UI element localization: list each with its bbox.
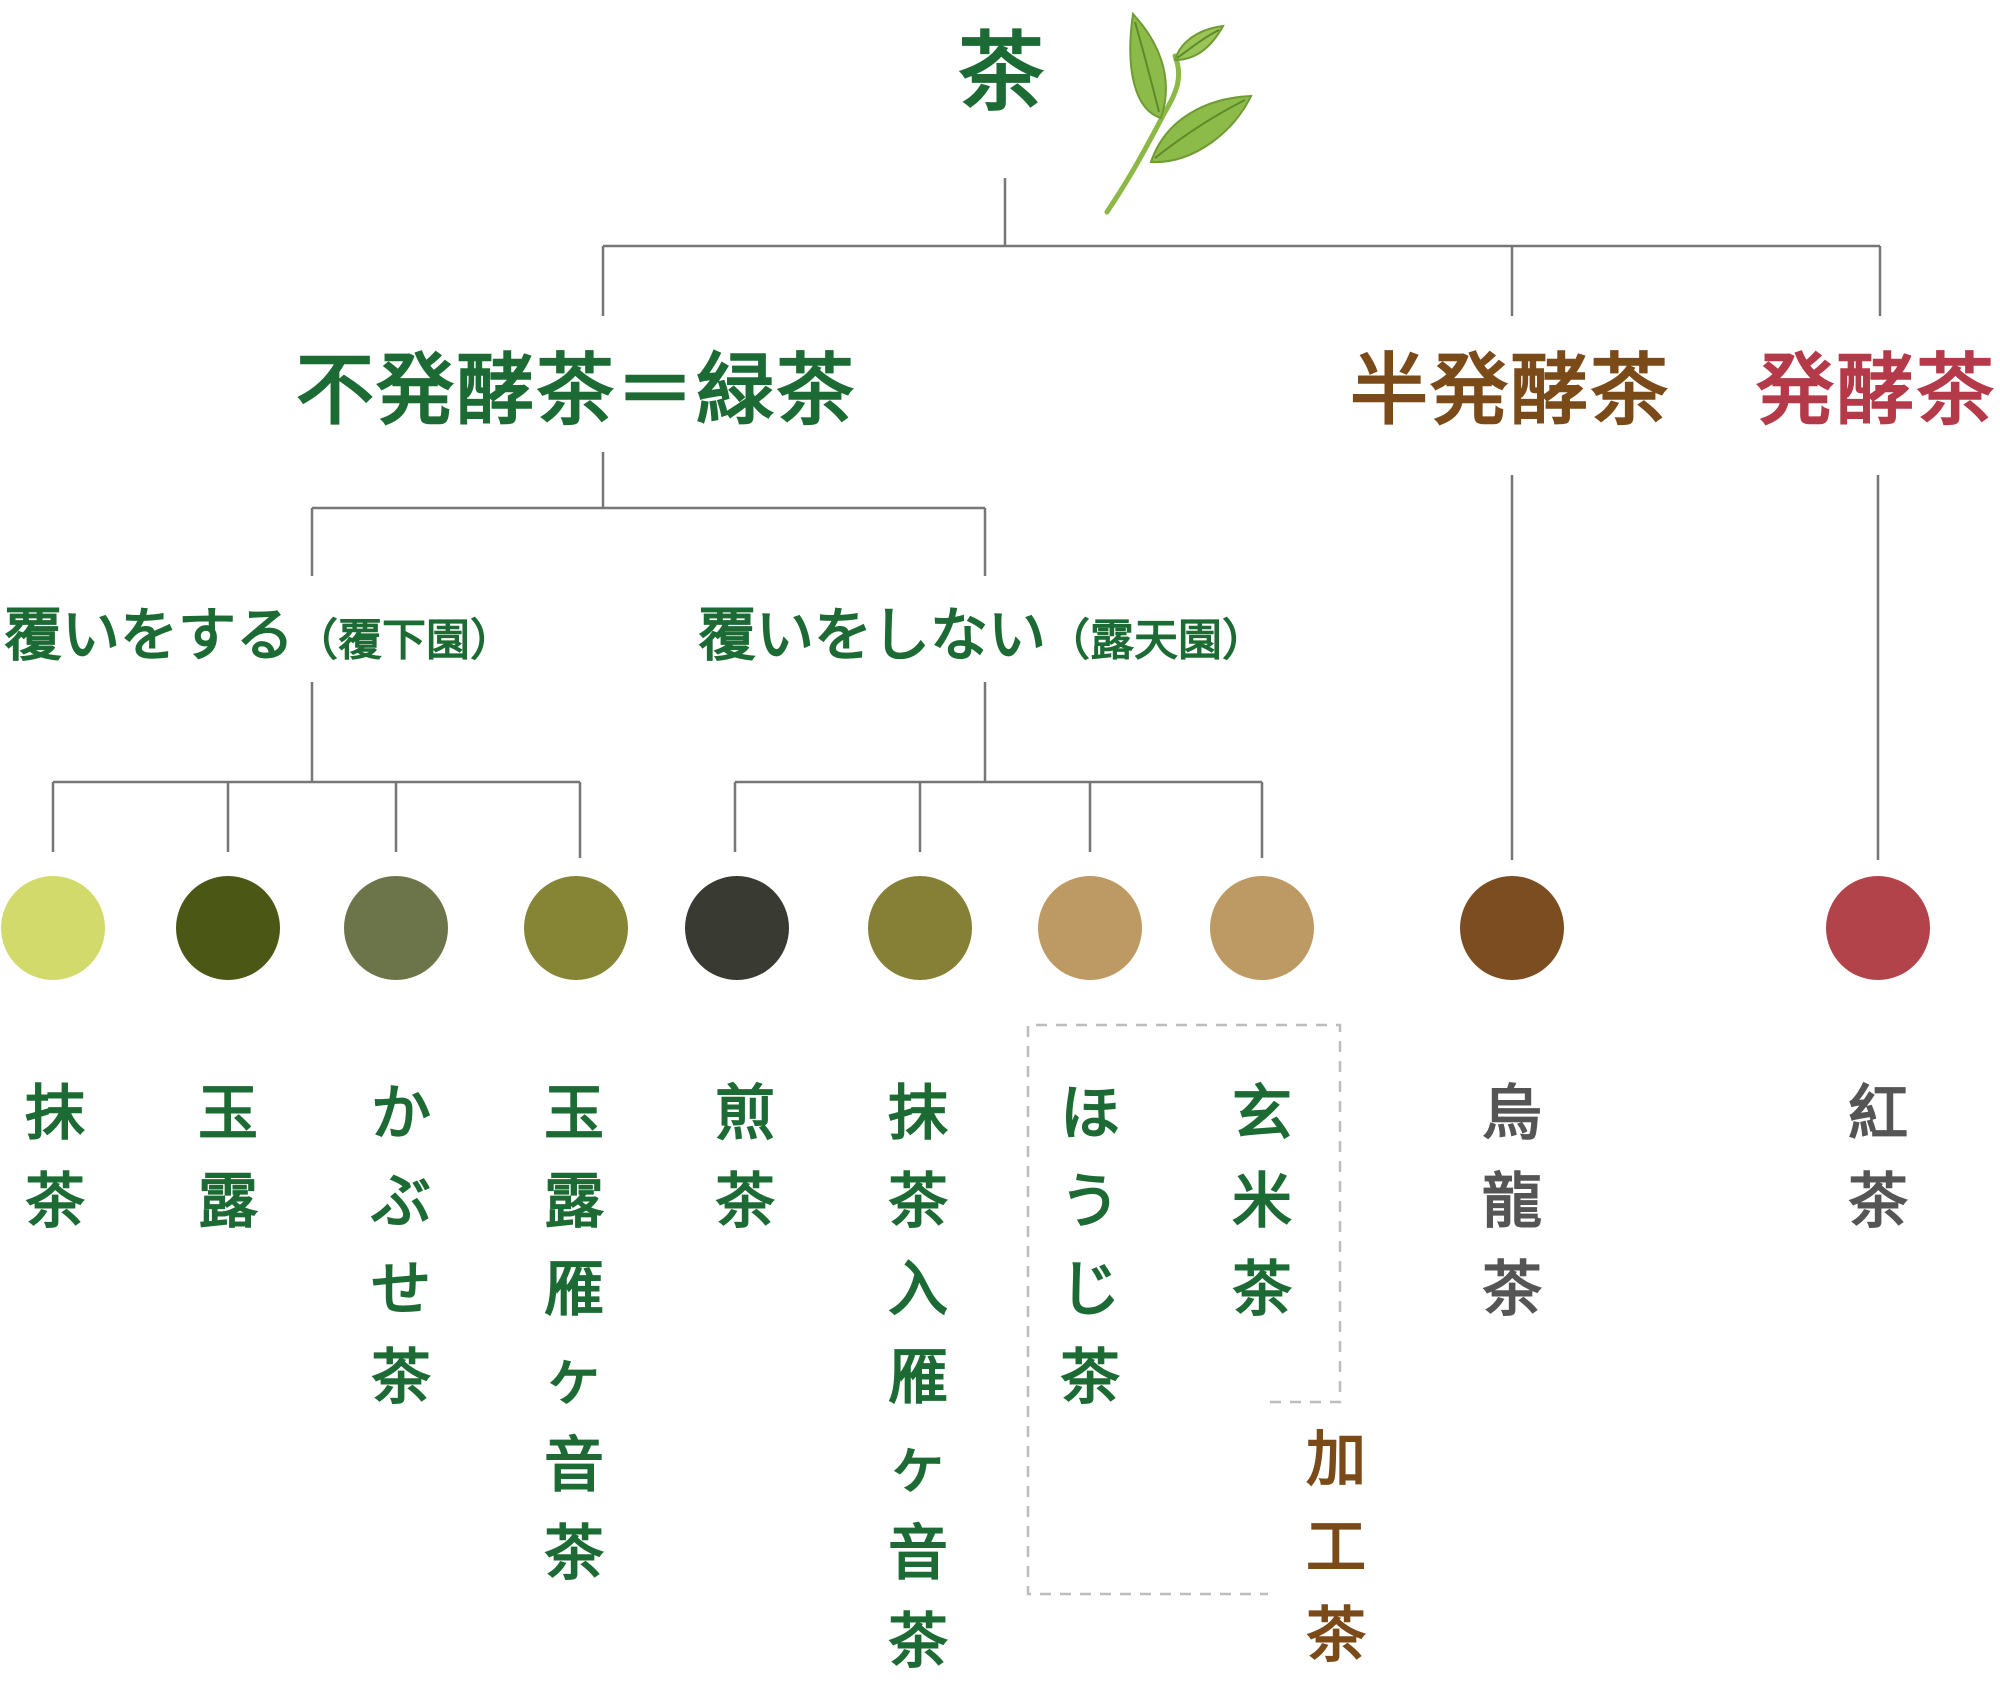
vertical-char: 玄 bbox=[1232, 1079, 1292, 1149]
vertical-char: 音 bbox=[888, 1519, 948, 1589]
vertical-char: 茶 bbox=[888, 1167, 948, 1237]
fermented-label: 発酵茶 bbox=[1756, 346, 1997, 436]
vertical-char: 音 bbox=[544, 1431, 604, 1501]
unshaded-cultivation-label: 覆いをしない（露天園） bbox=[698, 606, 1266, 664]
vertical-char: う bbox=[1060, 1167, 1120, 1237]
tea-color-dot-oolong bbox=[1460, 876, 1564, 980]
tea-color-dot-gyokuro bbox=[176, 876, 280, 980]
processed-tea-bracket bbox=[1026, 1023, 1342, 1596]
vertical-char: ほ bbox=[1060, 1079, 1120, 1149]
vertical-char: 玉 bbox=[544, 1079, 604, 1149]
root-label: 茶 bbox=[958, 23, 1044, 123]
vertical-char: 茶 bbox=[715, 1167, 775, 1237]
vertical-char: 茶 bbox=[544, 1519, 604, 1589]
tea-name-matcha: 抹茶 bbox=[15, 1070, 95, 1246]
unshaded-label: 覆いをしない bbox=[698, 601, 1047, 669]
shaded-note: （覆下園） bbox=[294, 615, 515, 666]
tea-color-dot-genmaicha bbox=[1210, 876, 1314, 980]
tea-name-hojicha: ほうじ茶 bbox=[1050, 1070, 1130, 1422]
vertical-char: ヶ bbox=[544, 1343, 604, 1413]
vertical-char: 米 bbox=[1232, 1167, 1292, 1237]
shaded-cultivation-label: 覆いをする（覆下園） bbox=[4, 606, 514, 664]
vertical-char: 茶 bbox=[1232, 1255, 1292, 1325]
shaded-label: 覆いをする bbox=[4, 601, 295, 669]
tea-leaf-icon bbox=[1104, 11, 1253, 215]
vertical-char: 煎 bbox=[715, 1079, 775, 1149]
vertical-char: せ bbox=[371, 1255, 431, 1325]
tea-color-dot-matcha-iri-karigane bbox=[868, 876, 972, 980]
tea-name-matcha-iri-karigane: 抹茶入雁ヶ音茶 bbox=[878, 1070, 958, 1686]
vertical-char: 加 bbox=[1306, 1425, 1366, 1495]
tea-name-kabusecha: かぶせ茶 bbox=[361, 1070, 441, 1422]
tea-name-sencha: 煎茶 bbox=[705, 1070, 785, 1246]
vertical-char: 玉 bbox=[198, 1079, 258, 1149]
tea-color-dot-matcha bbox=[1, 876, 105, 980]
vertical-char: か bbox=[371, 1079, 431, 1149]
vertical-char: ぶ bbox=[371, 1167, 431, 1237]
vertical-char: 茶 bbox=[371, 1343, 431, 1413]
semi-fermented-label: 半発酵茶 bbox=[1350, 346, 1671, 436]
vertical-char: 茶 bbox=[888, 1607, 948, 1677]
vertical-char: 露 bbox=[544, 1167, 604, 1237]
processed-tea-label: 加工茶 bbox=[1296, 1416, 1376, 1680]
vertical-char: 烏 bbox=[1482, 1079, 1542, 1149]
vertical-char: 茶 bbox=[25, 1167, 85, 1237]
tea-color-dot-gyokuro-karigane bbox=[524, 876, 628, 980]
tea-name-oolong: 烏龍茶 bbox=[1472, 1070, 1552, 1334]
tea-color-dot-black-tea bbox=[1826, 876, 1930, 980]
vertical-char: 露 bbox=[198, 1167, 258, 1237]
vertical-char: じ bbox=[1060, 1255, 1120, 1325]
vertical-char: ヶ bbox=[888, 1431, 948, 1501]
unshaded-note: （露天園） bbox=[1046, 615, 1267, 666]
vertical-char: 入 bbox=[888, 1255, 948, 1325]
unfermented-green-tea-label: 不発酵茶＝緑茶 bbox=[296, 346, 857, 436]
vertical-char: 茶 bbox=[1060, 1343, 1120, 1413]
tea-name-gyokuro-karigane: 玉露雁ヶ音茶 bbox=[534, 1070, 614, 1598]
tea-name-gyokuro: 玉露 bbox=[188, 1070, 268, 1246]
vertical-char: 工 bbox=[1306, 1513, 1366, 1583]
tea-color-dot-sencha bbox=[685, 876, 789, 980]
tea-name-genmaicha: 玄米茶 bbox=[1222, 1070, 1302, 1334]
vertical-char: 雁 bbox=[544, 1255, 604, 1325]
vertical-char: 茶 bbox=[1306, 1601, 1366, 1671]
vertical-char: 抹 bbox=[25, 1079, 85, 1149]
vertical-char: 雁 bbox=[888, 1343, 948, 1413]
vertical-char: 抹 bbox=[888, 1079, 948, 1149]
tea-color-dot-kabusecha bbox=[344, 876, 448, 980]
vertical-char: 茶 bbox=[1848, 1167, 1908, 1237]
vertical-char: 龍 bbox=[1482, 1167, 1542, 1237]
tea-name-black-tea: 紅茶 bbox=[1838, 1070, 1918, 1246]
tea-color-dot-hojicha bbox=[1038, 876, 1142, 980]
vertical-char: 茶 bbox=[1482, 1255, 1542, 1325]
vertical-char: 紅 bbox=[1848, 1079, 1908, 1149]
